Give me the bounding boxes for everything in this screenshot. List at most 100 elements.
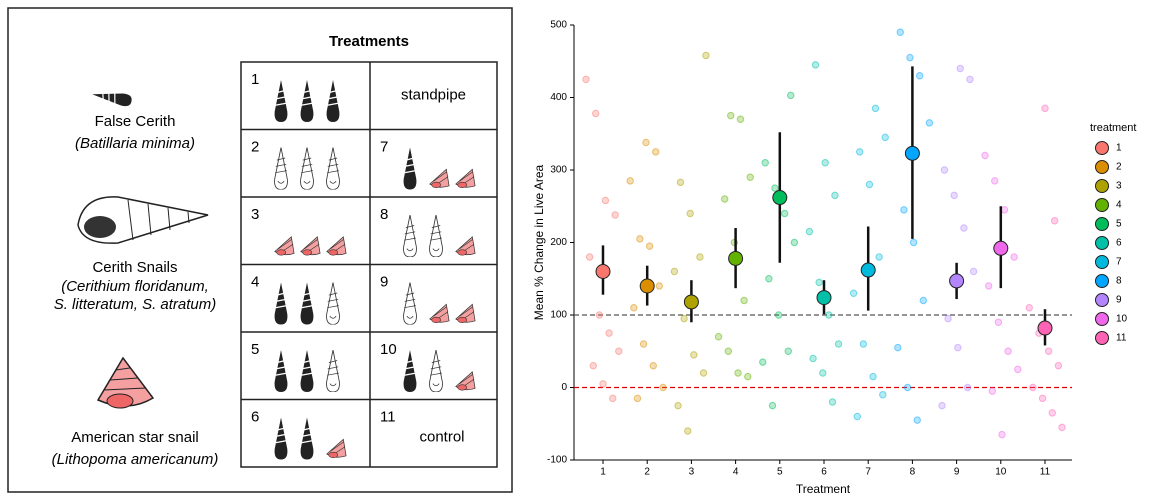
x-tick-label: 11: [1040, 467, 1051, 478]
raw-point: [957, 65, 963, 71]
raw-point: [602, 197, 608, 203]
treatment-label: control: [419, 428, 464, 445]
legend-label: 8: [1116, 276, 1122, 287]
snail-icon: [456, 304, 475, 322]
y-tick-label: 500: [550, 20, 567, 31]
raw-point: [1030, 384, 1036, 390]
raw-point: [860, 341, 866, 347]
raw-point: [637, 236, 643, 242]
false-cerith-illustration: [91, 88, 133, 107]
raw-point: [616, 348, 622, 354]
treatment-number: 11: [380, 408, 396, 425]
raw-point: [955, 344, 961, 350]
x-tick-label: 10: [995, 467, 1007, 478]
raw-point: [586, 254, 592, 260]
x-tick-label: 1: [600, 467, 606, 478]
legend-label: 7: [1116, 257, 1122, 268]
snail-icon: [404, 350, 417, 392]
raw-point: [643, 139, 649, 145]
y-tick-label: -100: [547, 455, 567, 466]
snail-icon: [456, 237, 475, 255]
raw-point: [829, 399, 835, 405]
raw-point: [691, 352, 697, 358]
raw-point: [775, 312, 781, 318]
raw-point: [999, 431, 1005, 437]
raw-point: [593, 110, 599, 116]
raw-point: [737, 116, 743, 122]
y-tick-label: 400: [550, 92, 567, 103]
species-scientific: (Batillaria minima): [75, 135, 195, 152]
raw-point: [1055, 363, 1061, 369]
raw-point: [872, 105, 878, 111]
raw-point: [781, 210, 787, 216]
raw-point: [882, 134, 888, 140]
raw-point: [916, 73, 922, 79]
raw-point: [627, 178, 633, 184]
raw-point: [721, 196, 727, 202]
legend-swatch: [1096, 142, 1109, 155]
x-tick-label: 9: [954, 467, 960, 478]
mean-point: [994, 241, 1008, 255]
snail-icon: [301, 418, 314, 460]
snail-icon: [301, 350, 314, 392]
raw-point: [715, 334, 721, 340]
table-header: Treatments: [329, 33, 409, 50]
raw-point: [820, 370, 826, 376]
treatment-number: 2: [251, 138, 259, 155]
raw-point: [1049, 410, 1055, 416]
raw-point: [1059, 424, 1065, 430]
y-tick-label: 100: [550, 310, 567, 321]
raw-point: [656, 283, 662, 289]
raw-point: [880, 392, 886, 398]
raw-point: [850, 290, 856, 296]
snail-icon: [275, 80, 288, 122]
mean-point: [773, 191, 787, 205]
raw-point: [806, 228, 812, 234]
raw-point: [675, 402, 681, 408]
snail-icon: [327, 439, 346, 457]
raw-point: [939, 402, 945, 408]
treatment-number: 3: [251, 206, 259, 223]
mean-point: [640, 279, 654, 293]
snail-icon: [456, 169, 475, 187]
raw-point: [700, 370, 706, 376]
y-axis-title: Mean % Change in Live Area: [532, 164, 546, 320]
snail-icon: [430, 215, 443, 257]
snail-icon: [301, 237, 320, 255]
raw-point: [907, 54, 913, 60]
snail-icon: [404, 283, 417, 325]
raw-point: [745, 373, 751, 379]
mean-point: [684, 295, 698, 309]
raw-point: [785, 348, 791, 354]
raw-point: [762, 160, 768, 166]
raw-point: [1045, 348, 1051, 354]
y-tick-label: 300: [550, 165, 567, 176]
raw-point: [791, 239, 797, 245]
y-tick-label: 200: [550, 237, 567, 248]
treatment-number: 10: [380, 341, 397, 358]
snail-icon: [275, 148, 288, 190]
legend-swatch: [1096, 218, 1109, 231]
species-name: False Cerith: [95, 113, 176, 130]
raw-point: [910, 239, 916, 245]
raw-point: [697, 254, 703, 260]
legend-swatch: [1096, 275, 1109, 288]
treatment-number: 5: [251, 341, 259, 358]
treatment-table: 1standpipe234567891011control: [241, 62, 497, 467]
raw-point: [1015, 366, 1021, 372]
legend-label: 5: [1116, 219, 1122, 230]
raw-point: [660, 384, 666, 390]
raw-point: [687, 210, 693, 216]
mean-point: [817, 291, 831, 305]
snail-icon: [404, 148, 417, 190]
raw-point: [835, 341, 841, 347]
treatment-number: 7: [380, 138, 388, 155]
snail-icon: [327, 80, 340, 122]
legend-swatch: [1096, 313, 1109, 326]
raw-point: [606, 330, 612, 336]
legend-label: 10: [1116, 314, 1128, 325]
raw-point: [920, 297, 926, 303]
raw-point: [634, 395, 640, 401]
raw-point: [1052, 218, 1058, 224]
